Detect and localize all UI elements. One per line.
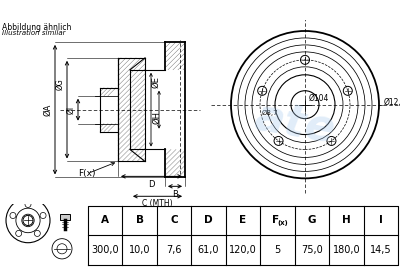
Text: 24.0310-0117.1    510117: 24.0310-0117.1 510117 [91, 2, 309, 18]
Text: 61,0: 61,0 [198, 245, 219, 255]
Text: Ø12,6: Ø12,6 [384, 98, 400, 107]
Text: ØG: ØG [55, 78, 64, 90]
Text: F(x): F(x) [78, 169, 96, 178]
Text: Ø104: Ø104 [309, 94, 329, 103]
Text: I: I [379, 215, 383, 225]
Text: D: D [204, 215, 213, 225]
Text: 180,0: 180,0 [332, 245, 360, 255]
Text: G: G [308, 215, 316, 225]
Text: B: B [172, 190, 178, 199]
Text: C (MTH): C (MTH) [142, 199, 173, 208]
Text: 300,0: 300,0 [92, 245, 119, 255]
Text: (x): (x) [277, 221, 288, 226]
Text: 5: 5 [274, 245, 280, 255]
Text: ØA: ØA [43, 104, 52, 116]
Text: 10,0: 10,0 [129, 245, 150, 255]
Text: ØE: ØE [151, 76, 160, 88]
Text: 120,0: 120,0 [229, 245, 257, 255]
FancyBboxPatch shape [60, 214, 70, 221]
Text: 75,0: 75,0 [301, 245, 323, 255]
Text: 14,5: 14,5 [370, 245, 392, 255]
Text: D: D [148, 180, 155, 189]
Text: Abbildung ähnlich: Abbildung ähnlich [2, 23, 71, 32]
Text: ØI: ØI [66, 105, 75, 114]
Text: ate: ate [251, 96, 339, 153]
Text: E: E [240, 215, 246, 225]
Text: A: A [101, 215, 109, 225]
Text: Illustration similar: Illustration similar [2, 30, 66, 36]
Text: H: H [342, 215, 351, 225]
Text: 7,6: 7,6 [166, 245, 182, 255]
Text: B: B [136, 215, 144, 225]
Text: C: C [170, 215, 178, 225]
Text: Ø8,7: Ø8,7 [262, 109, 279, 116]
Text: ØH: ØH [152, 111, 161, 124]
Text: F: F [272, 215, 279, 225]
